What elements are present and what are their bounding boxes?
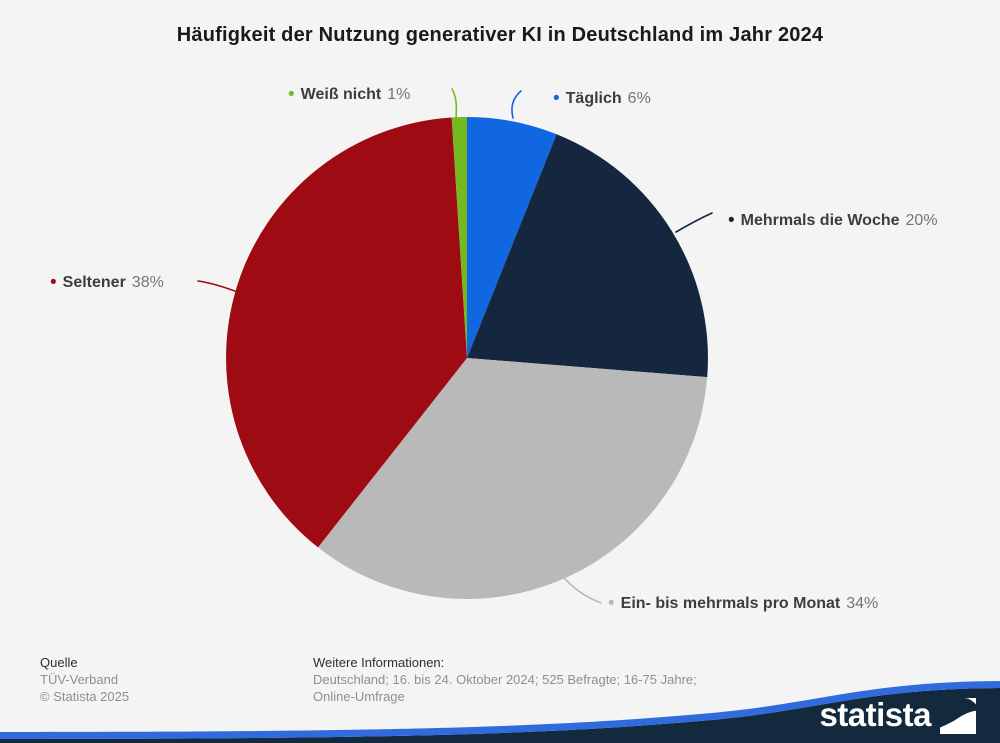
bullet-icon: • [728,210,735,232]
leader-line [451,88,458,119]
info-block: Weitere Informationen: Deutschland; 16. … [313,655,723,706]
pie-label-weiss-nicht: • Weiß nicht 1% [288,84,411,106]
wave-blue-shape [0,681,1000,739]
leader-line [511,90,522,119]
leader-line [675,212,713,233]
source-name: TÜV-Verband [40,671,119,687]
pie-slice [226,117,467,548]
info-heading: Weitere Informationen: [313,655,445,670]
pie-label-mehrmals-woche: • Mehrmals die Woche 20% [728,210,938,232]
source-block: Quelle TÜV-Verband © Statista 2025 [40,655,129,706]
pie-label-seltener: • Seltener 38% [50,272,164,294]
slice-value: 38% [131,274,164,291]
bullet-icon: • [50,272,57,294]
slice-label: Ein- bis mehrmals pro Monat [620,595,841,612]
leader-line [555,567,602,604]
brand-wave [0,681,1000,743]
slice-value: 1% [387,86,411,103]
bullet-icon: • [553,88,560,110]
slice-value: 20% [905,212,938,229]
pie-slice [467,134,708,378]
page-title: Häufigkeit der Nutzung generativer KI in… [176,24,824,46]
slice-value: 6% [627,90,651,107]
pie-label-taeglich: • Täglich 6% [553,88,651,110]
pie-slice [318,358,708,599]
slice-value: 34% [846,595,879,612]
leader-line [197,280,241,294]
bullet-icon: • [288,84,295,106]
statista-wordmark: statista [819,695,931,733]
pie-slice [451,117,467,358]
pie-label-pro-monat: • Ein- bis mehrmals pro Monat 34% [608,593,879,615]
bullet-icon: • [608,593,615,615]
slice-label: Täglich [565,90,622,107]
statista-logo-icon [940,698,976,734]
wave-navy-shape [0,688,1000,743]
source-heading: Quelle [40,655,78,670]
pie-slice [467,117,557,358]
copyright: © Statista 2025 [40,688,130,704]
statista-logo: statista [819,698,976,734]
slice-label: Seltener [62,274,126,291]
slice-label: Mehrmals die Woche [740,212,900,229]
info-text: Deutschland; 16. bis 24. Oktober 2024; 5… [313,671,697,704]
slice-label: Weiß nicht [300,86,382,103]
